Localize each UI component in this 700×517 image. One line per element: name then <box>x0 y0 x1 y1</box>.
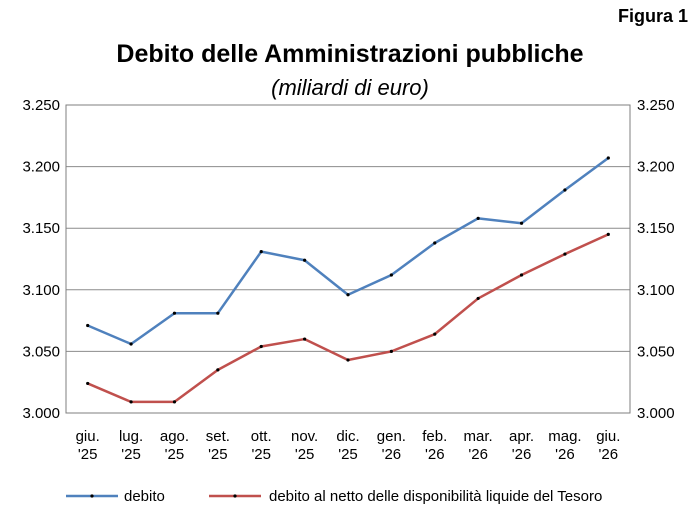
x-tick-label-month: mar. <box>464 428 493 445</box>
chart-title: Debito delle Amministrazioni pubbliche <box>116 40 584 68</box>
data-point <box>563 252 567 256</box>
gridlines <box>66 166 630 352</box>
data-point <box>129 400 133 404</box>
y-tick-label-right: 3.000 <box>637 405 675 422</box>
y-tick-label-right: 3.250 <box>637 97 675 114</box>
legend-label-1: debito <box>124 488 165 505</box>
data-point <box>519 273 524 277</box>
chart-subtitle: (miliardi di euro) <box>271 75 429 100</box>
x-tick-label-year: '25 <box>78 446 98 463</box>
data-point <box>216 368 220 372</box>
x-tick-label-month: nov. <box>291 428 318 445</box>
data-point <box>259 344 263 349</box>
x-tick-label-month: feb. <box>422 428 447 445</box>
data-point <box>172 311 177 315</box>
x-tick-label-year: '25 <box>208 446 228 463</box>
x-tick-label-month: ott. <box>251 428 272 445</box>
data-point <box>476 296 480 301</box>
x-tick-label-month: ago. <box>160 428 189 445</box>
x-tick-label-month: gen. <box>377 428 406 445</box>
data-point <box>259 250 263 254</box>
y-tick-label-left: 3.250 <box>22 97 60 114</box>
y-tick-label-right: 3.150 <box>637 220 675 237</box>
y-tick-label-left: 3.050 <box>22 343 60 360</box>
data-point <box>433 332 437 336</box>
plot-area-border <box>65 104 631 414</box>
y-tick-label-left: 3.000 <box>22 405 60 422</box>
x-tick-label-month: lug. <box>119 428 143 445</box>
data-point <box>389 273 393 277</box>
legend-marker-2 <box>233 494 237 498</box>
series-line-1 <box>87 156 610 346</box>
legend: debito debito al netto delle disponibilit… <box>66 488 602 505</box>
legend-marker-1 <box>90 494 94 498</box>
x-tick-label-year: '26 <box>425 446 445 463</box>
series-lines <box>86 156 610 404</box>
data-point <box>303 258 307 262</box>
data-point <box>172 400 177 404</box>
x-tick-label-year: '26 <box>468 446 488 463</box>
x-tick-label-year: '26 <box>512 446 532 463</box>
y-tick-label-right: 3.100 <box>637 282 675 299</box>
x-tick-label-month: giu. <box>76 428 100 445</box>
data-point <box>563 188 567 192</box>
x-tick-label-month: giu. <box>596 428 620 445</box>
data-point <box>476 216 480 220</box>
data-point <box>86 381 90 386</box>
x-tick-label-month: apr. <box>509 428 534 445</box>
x-tick-label-year: '26 <box>599 446 619 463</box>
data-point <box>606 156 610 160</box>
plot-frame <box>65 104 631 414</box>
x-tick-label-year: '25 <box>295 446 315 463</box>
y-tick-label-left: 3.150 <box>22 220 60 237</box>
data-point <box>519 221 524 225</box>
data-point <box>86 323 90 328</box>
axes: 3.000 3.000 3.050 3.050 3.100 3.100 3.150 3.150… <box>22 97 674 463</box>
x-tick-label-year: '25 <box>338 446 358 463</box>
x-tick-label-year: '26 <box>382 446 402 463</box>
data-point <box>303 337 307 341</box>
data-point <box>216 311 220 315</box>
legend-label-2: debito al netto delle disponibilità liqu… <box>269 488 602 505</box>
data-point <box>433 241 437 245</box>
data-point <box>389 349 393 353</box>
y-tick-label-left: 3.100 <box>22 282 60 299</box>
x-tick-label-year: '25 <box>251 446 271 463</box>
x-tick-label-month: dic. <box>336 428 359 445</box>
x-tick-label-year: '26 <box>555 446 575 463</box>
y-tick-label-right: 3.200 <box>637 159 675 176</box>
data-point <box>346 358 350 362</box>
x-tick-label-month: mag. <box>548 428 581 445</box>
data-point <box>129 342 133 346</box>
x-tick-label-year: '25 <box>165 446 185 463</box>
data-point <box>346 293 350 297</box>
x-tick-label-year: '25 <box>121 446 141 463</box>
figure-label: Figura 1 <box>617 6 688 26</box>
y-tick-label-left: 3.200 <box>22 159 60 176</box>
x-tick-label-month: set. <box>206 428 230 445</box>
y-tick-label-right: 3.050 <box>637 343 675 360</box>
data-point <box>606 232 610 236</box>
